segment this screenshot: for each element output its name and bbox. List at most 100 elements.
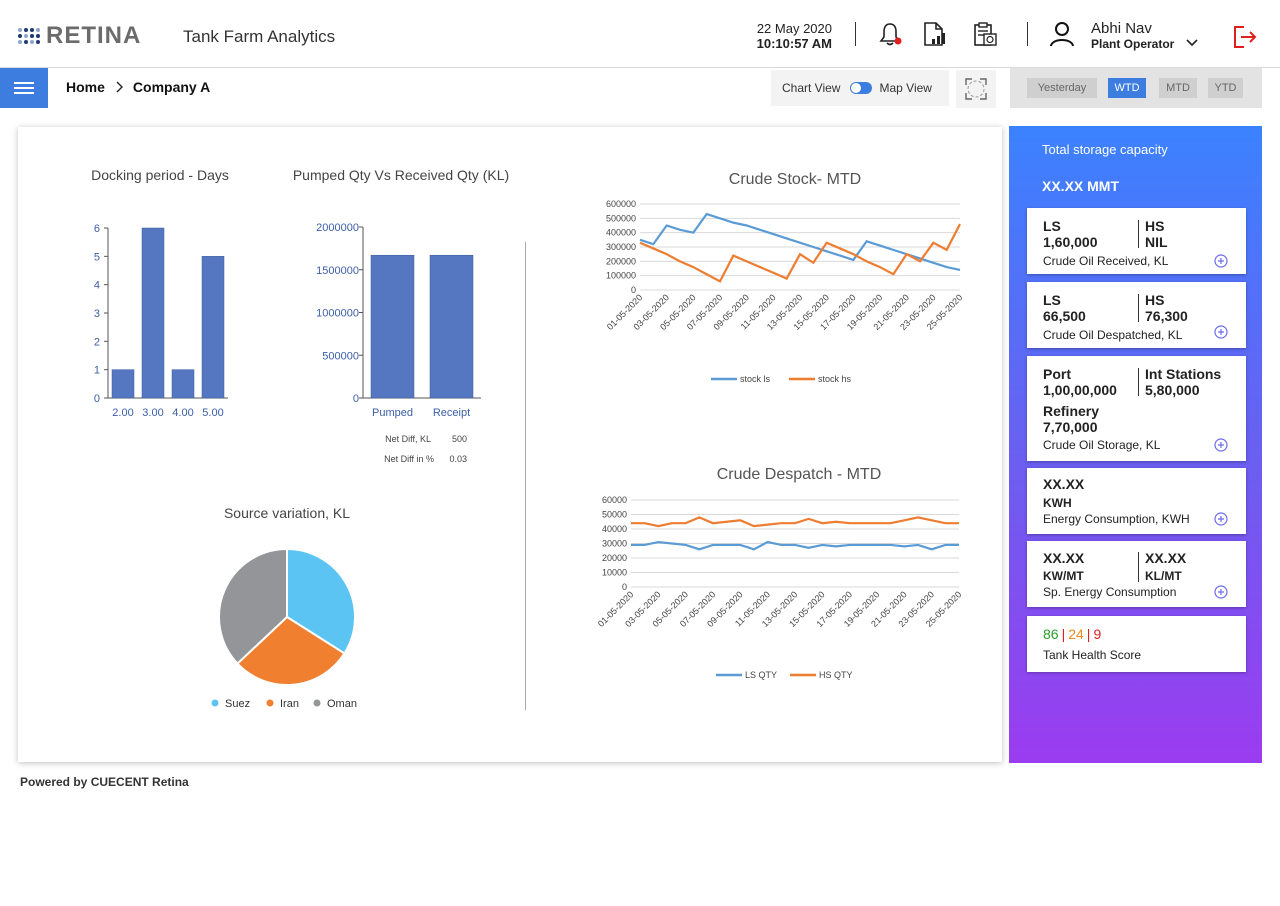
- card-crude-storage[interactable]: Port 1,00,00,000 Int Stations 5,80,000 R…: [1027, 356, 1246, 461]
- fullscreen-button[interactable]: [956, 70, 996, 108]
- header-divider: [1027, 22, 1028, 46]
- plus-circle-icon[interactable]: [1214, 254, 1228, 268]
- period-wtd[interactable]: WTD: [1108, 78, 1146, 98]
- health-score-orange: 24: [1068, 626, 1084, 642]
- legend-swatch: [266, 699, 274, 707]
- app-title: Tank Farm Analytics: [183, 27, 336, 46]
- sp-energy-unit-2: KL/MT: [1145, 569, 1182, 583]
- legend-label: stock ls: [740, 374, 771, 384]
- series-line: [631, 516, 959, 528]
- y-tick-label: 6: [94, 223, 100, 235]
- int-stations-value: 5,80,000: [1145, 382, 1200, 398]
- bell-icon[interactable]: [876, 20, 904, 48]
- ls-value: 1,60,000: [1043, 234, 1098, 250]
- period-mtd[interactable]: MTD: [1159, 78, 1197, 98]
- y-tick-label: 50000: [602, 510, 627, 520]
- clipboard-icon[interactable]: [971, 20, 999, 48]
- net-diff-label: Net Diff, KL: [385, 434, 431, 444]
- net-diff-pct-value: 0.03: [449, 454, 467, 464]
- charts-divider: [525, 242, 526, 710]
- series-line: [639, 223, 961, 283]
- refinery-value: 7,70,000: [1043, 419, 1098, 435]
- hs-value: NIL: [1145, 234, 1168, 250]
- port-label: Port: [1043, 366, 1071, 382]
- report-icon[interactable]: [920, 20, 948, 48]
- view-switch[interactable]: [850, 82, 873, 94]
- y-tick-label: 0: [353, 393, 359, 405]
- y-tick-label: 0: [622, 582, 627, 592]
- current-datetime: 22 May 2020 10:10:57 AM: [740, 21, 832, 51]
- y-tick-label: 10000: [602, 568, 627, 578]
- plus-circle-icon[interactable]: [1214, 438, 1228, 452]
- logout-icon[interactable]: [1232, 24, 1258, 50]
- chart-title: Crude Stock- MTD: [729, 171, 861, 188]
- user-role[interactable]: Plant Operator: [1091, 37, 1175, 51]
- refinery-label: Refinery: [1043, 403, 1100, 419]
- user-avatar-icon[interactable]: [1048, 20, 1076, 48]
- chart-title: Source variation, KL: [224, 505, 350, 521]
- legend-label: Iran: [280, 698, 299, 710]
- y-tick-label: 2: [94, 336, 100, 348]
- logo-mark-icon: [18, 28, 40, 44]
- net-diff-value: 500: [452, 434, 467, 444]
- int-stations-label: Int Stations: [1145, 366, 1222, 382]
- chart-title: Docking period - Days: [91, 167, 229, 183]
- sp-energy-unit-1: KW/MT: [1043, 569, 1084, 583]
- hs-value: 76,300: [1145, 308, 1188, 324]
- ls-label: LS: [1043, 292, 1061, 308]
- side-title: Total storage capacity: [1042, 142, 1168, 157]
- period-selector: Yesterday WTD MTD YTD: [1010, 68, 1262, 108]
- card-sp-energy-consumption[interactable]: XX.XX KW/MT XX.XX KL/MT Sp. Energy Consu…: [1027, 541, 1246, 607]
- y-tick-label: 1: [94, 365, 100, 377]
- health-score-red: 9: [1093, 626, 1102, 642]
- plus-circle-icon[interactable]: [1214, 325, 1228, 339]
- chart-view-label[interactable]: Chart View: [782, 81, 841, 95]
- pie-slice: [218, 547, 288, 665]
- map-view-label[interactable]: Map View: [879, 81, 932, 95]
- card-divider: [1138, 552, 1139, 582]
- charts-canvas: Docking period - Days 0 1 2 3 4 5 6 2.00 3.00 4.00…: [91, 167, 964, 710]
- score-separator: |: [1061, 626, 1066, 642]
- y-tick-label: 600000: [606, 199, 636, 209]
- hs-label: HS: [1145, 218, 1165, 234]
- card-caption: Crude Oil Received, KL: [1043, 254, 1169, 268]
- card-crude-despatched[interactable]: LS 66,500 HS 76,300 Crude Oil Despatched…: [1027, 282, 1246, 348]
- x-tick-label: Pumped: [372, 407, 413, 419]
- period-yesterday[interactable]: Yesterday: [1027, 78, 1097, 98]
- bar: [429, 254, 474, 399]
- plus-circle-icon[interactable]: [1214, 512, 1228, 526]
- x-tick-label: 3.00: [142, 407, 163, 419]
- plus-circle-icon[interactable]: [1214, 585, 1228, 599]
- card-divider: [1138, 368, 1139, 396]
- legend-label: HS QTY: [819, 670, 853, 680]
- breadcrumb-company[interactable]: Company A: [132, 79, 211, 95]
- hamburger-menu-icon[interactable]: [0, 68, 48, 108]
- x-tick-label: Receipt: [433, 407, 470, 419]
- energy-unit: KWH: [1043, 496, 1072, 510]
- x-tick-label: 4.00: [172, 407, 193, 419]
- charts-panel: Docking period - Days 0 1 2 3 4 5 6 2.00 3.00 4.00…: [18, 127, 1002, 762]
- breadcrumb-home[interactable]: Home: [66, 79, 105, 95]
- y-tick-label: 500000: [606, 213, 636, 223]
- card-tank-health-score[interactable]: 86 | 24 | 9 Tank Health Score: [1027, 616, 1246, 672]
- card-crude-received[interactable]: LS 1,60,000 HS NIL Crude Oil Received, K…: [1027, 208, 1246, 274]
- y-tick-label: 1500000: [316, 265, 359, 277]
- card-caption: Crude Oil Despatched, KL: [1043, 328, 1183, 342]
- breadcrumb: Home Company A: [66, 79, 210, 95]
- legend-label: LS QTY: [745, 670, 777, 680]
- card-caption: Energy Consumption, KWH: [1043, 512, 1190, 526]
- current-time: 10:10:57 AM: [756, 36, 832, 51]
- chevron-down-icon[interactable]: [1185, 38, 1199, 48]
- card-energy-consumption[interactable]: XX.XX KWH Energy Consumption, KWH: [1027, 468, 1246, 534]
- chart-title: Crude Despatch - MTD: [717, 466, 882, 483]
- y-tick-label: 0: [94, 393, 100, 405]
- user-name: Abhi Nav: [1091, 20, 1152, 37]
- storage-sidebar: Total storage capacity XX.XX MMT LS 1,60…: [1009, 126, 1262, 763]
- retina-logo[interactable]: RETINA: [18, 22, 141, 50]
- card-caption: Sp. Energy Consumption: [1043, 585, 1177, 599]
- y-tick-label: 3: [94, 308, 100, 320]
- period-ytd[interactable]: YTD: [1208, 78, 1243, 98]
- legend-label: Suez: [225, 698, 250, 710]
- card-divider: [1138, 220, 1139, 248]
- header-divider: [855, 22, 856, 46]
